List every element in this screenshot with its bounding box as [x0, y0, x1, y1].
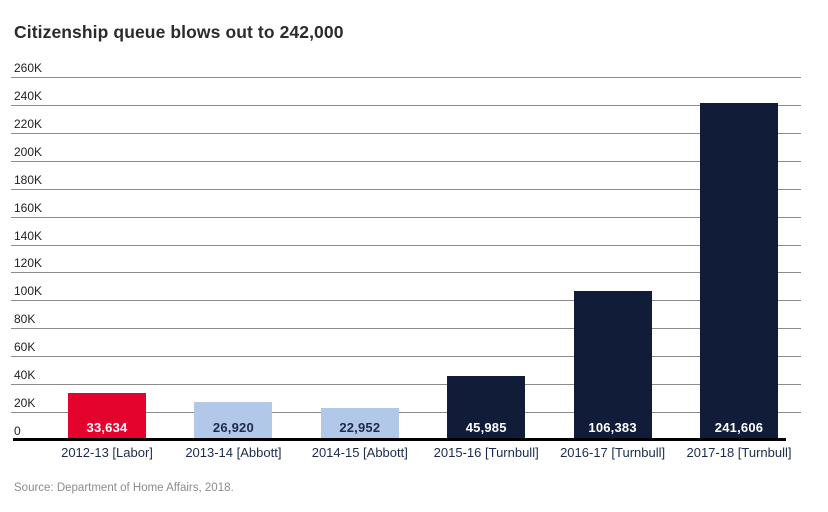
gridline	[11, 216, 801, 218]
gridline	[11, 384, 801, 386]
x-axis-category-label: 2013-14 [Abbott]	[185, 445, 282, 460]
chart-title: Citizenship queue blows out to 242,000	[14, 22, 344, 42]
gridline	[11, 272, 801, 274]
gridline	[11, 160, 801, 162]
gridline	[11, 132, 801, 134]
bar: 26,920	[194, 402, 273, 440]
x-axis-labels: 2012-13 [Labor] 2013-14 [Abbott] 2014-15 […	[11, 445, 801, 465]
y-axis-tick-label: 60K	[14, 340, 36, 355]
bar-value-label: 45,985	[465, 420, 507, 435]
gridline	[11, 188, 801, 190]
x-axis-category-label: 2016-17 [Turnbull]	[560, 445, 666, 460]
gridline	[11, 104, 801, 106]
bar: 33,634	[68, 393, 146, 440]
bar-value-label: 33,634	[86, 420, 128, 435]
x-axis-category-label: 2014-15 [Abbott]	[311, 445, 408, 460]
y-axis-tick-label: 0	[14, 424, 21, 438]
y-axis-tick-label: 160K	[14, 200, 43, 215]
y-axis-tick-label: 220K	[14, 116, 43, 131]
gridline	[11, 356, 801, 358]
y-axis-tick-label: 100K	[14, 284, 43, 299]
bar-value-label: 26,920	[212, 420, 254, 435]
y-axis-tick-label: 140K	[14, 228, 43, 243]
y-axis-tick-label: 260K	[14, 61, 43, 75]
y-axis-tick-label: 120K	[14, 256, 43, 271]
x-axis-line	[13, 438, 786, 441]
bar-value-label: 22,952	[339, 420, 381, 435]
bar-value-label: 241,606	[714, 420, 764, 435]
y-axis-tick-label: 240K	[14, 88, 43, 103]
y-axis-tick-label: 20K	[14, 396, 36, 411]
y-axis-tick-label: 180K	[14, 172, 43, 187]
x-axis-category-label: 2015-16 [Turnbull]	[433, 445, 539, 460]
y-axis-tick-label: 80K	[14, 312, 36, 327]
y-axis-tick-label: 40K	[14, 368, 36, 383]
source-note: Source: Department of Home Affairs, 2018…	[14, 482, 234, 494]
x-axis-category-label: 2012-13 [Labor]	[61, 445, 153, 460]
bar: 22,952	[320, 407, 399, 440]
gridline	[11, 412, 801, 414]
x-axis-category-label: 2017-18 [Turnbull]	[686, 445, 792, 460]
plot-area: 260K 240K 220K 200K 180K 160K 140K 120K 100K 80K 6…	[11, 62, 801, 440]
bar: 241,606	[700, 102, 778, 440]
gridline	[11, 244, 801, 246]
bar: 106,383	[573, 291, 652, 440]
gridline	[11, 328, 801, 330]
bar: 45,985	[447, 375, 526, 440]
bar-value-label: 106,383	[588, 420, 637, 435]
gridline	[11, 300, 801, 302]
y-axis-tick-label: 200K	[14, 144, 43, 159]
gridline	[11, 77, 801, 78]
